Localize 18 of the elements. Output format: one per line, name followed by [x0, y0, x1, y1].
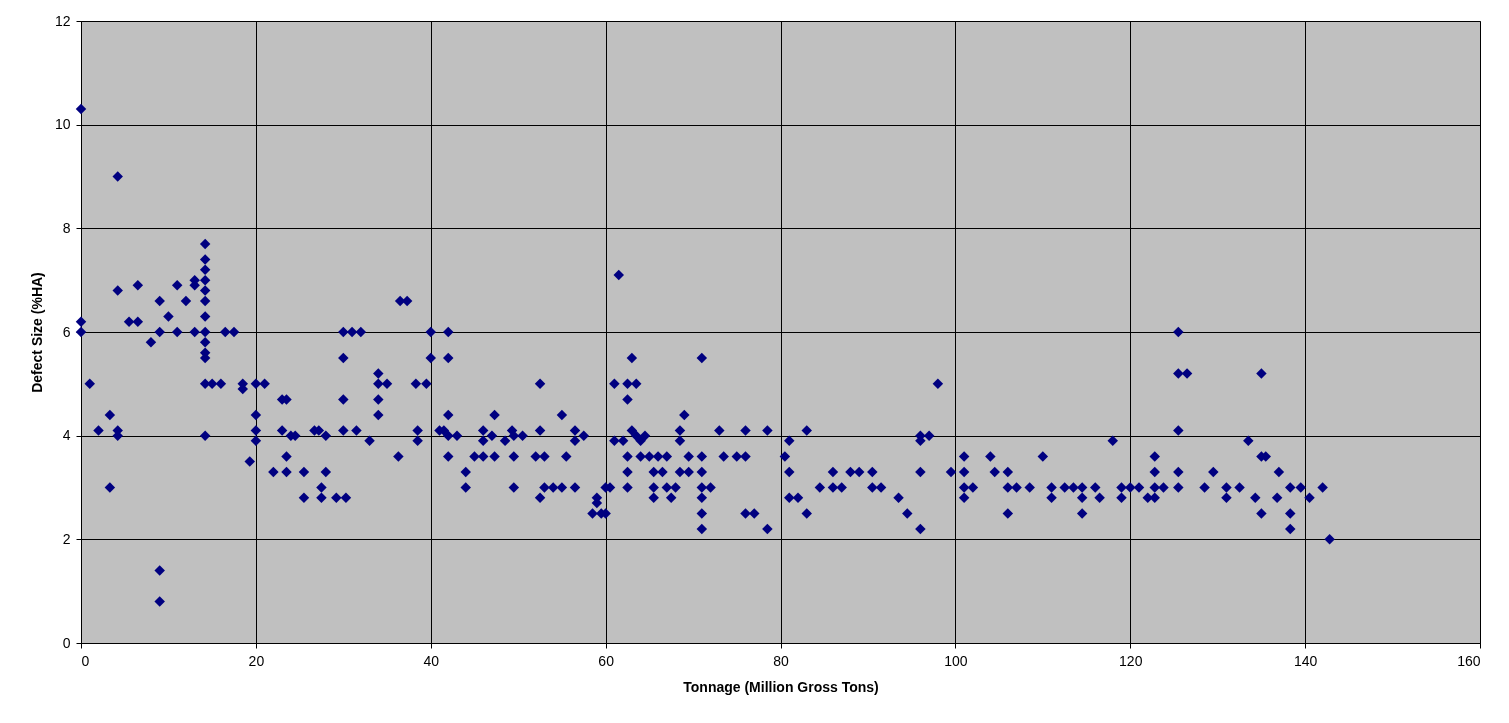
x-axis-title: Tonnage (Million Gross Tons): [683, 678, 879, 695]
x-tick-label: 20: [248, 652, 265, 669]
y-tick-label: 0: [62, 634, 71, 651]
x-tick-label: 100: [944, 652, 968, 669]
x-tick-label: 160: [1457, 652, 1481, 669]
x-tick-label: 120: [1119, 652, 1143, 669]
y-tick-label: 8: [62, 219, 71, 236]
x-tick-label: 0: [81, 652, 90, 669]
x-tick-label: 40: [423, 652, 440, 669]
y-tick-label: 6: [62, 323, 71, 340]
y-tick-label: 12: [54, 12, 71, 29]
x-tick-label: 140: [1293, 652, 1318, 669]
y-tick-label: 4: [62, 427, 71, 444]
y-tick-label: 2: [62, 530, 71, 547]
y-tick-label: 10: [54, 116, 71, 133]
x-tick-label: 80: [773, 652, 789, 669]
x-tick-label: 60: [598, 652, 615, 669]
y-axis-title: Defect Size (%HA): [28, 272, 45, 393]
